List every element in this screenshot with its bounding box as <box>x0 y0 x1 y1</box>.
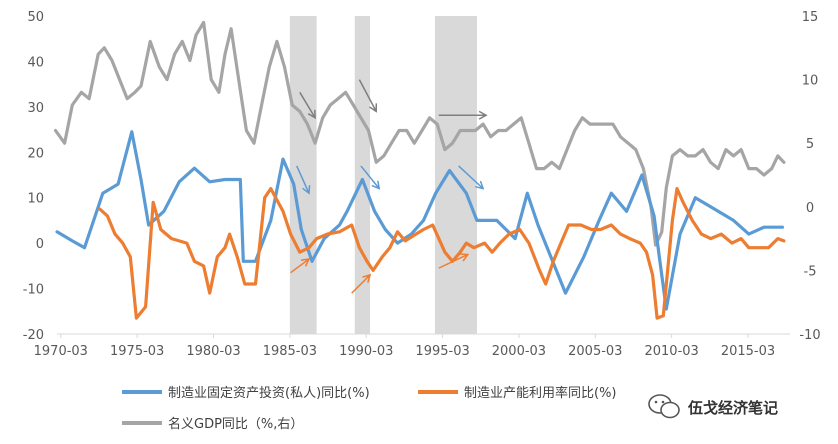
annotation-arrow-7 <box>458 165 485 190</box>
x-tick-label: 1970-03 <box>34 344 88 359</box>
shaded-period-0 <box>289 16 317 334</box>
series-line-2 <box>53 20 786 247</box>
watermark-text: 伍戈经济笔记 <box>687 399 778 417</box>
shaded-period-2 <box>434 16 477 334</box>
arrow-head <box>371 180 381 190</box>
shaded-period-1 <box>354 16 371 334</box>
annotation-arrow-8 <box>438 253 470 269</box>
x-tick-label: 1995-03 <box>415 344 469 359</box>
left-tick-label: 50 <box>27 10 44 25</box>
left-tick-label: 30 <box>27 101 44 116</box>
arrow-shaft <box>351 274 371 294</box>
arrow-head <box>307 109 316 120</box>
left-tick-label: 0 <box>36 237 44 252</box>
arrow-head <box>302 185 311 195</box>
arrow-shaft <box>296 165 310 194</box>
right-axis-ticks: 15 10 5 0 -5 -10 <box>799 10 820 343</box>
right-tick-label: 5 <box>806 137 814 152</box>
recession-shading <box>289 16 477 334</box>
legend-label-gdp: 名义GDP同比（%,右） <box>168 416 303 432</box>
chat-bubble-icon <box>648 394 680 419</box>
arrow-head <box>459 253 470 262</box>
x-tick-label: 1985-03 <box>263 344 317 359</box>
legend-label-capacity: 制造业产能利用率同比(%) <box>464 385 617 401</box>
arrow-head <box>478 110 488 120</box>
left-tick-label: 20 <box>27 146 44 161</box>
annotation-arrow-1 <box>296 165 311 195</box>
x-tick-label: 2015-03 <box>721 344 775 359</box>
x-tick-label: 1975-03 <box>110 344 164 359</box>
x-tick-label: 2010-03 <box>644 344 698 359</box>
arrow-shaft <box>360 165 380 190</box>
left-tick-label: 10 <box>27 192 44 207</box>
x-tick-label: 2005-03 <box>568 344 622 359</box>
annotation-arrow-2 <box>290 258 311 274</box>
arrow-head <box>300 258 311 267</box>
series-layer <box>53 20 786 320</box>
left-tick-label: 40 <box>27 55 44 70</box>
left-axis-ticks: 50 40 30 20 10 0 -10 -20 <box>23 10 44 343</box>
right-tick-label: -10 <box>799 328 820 343</box>
legend: 制造业固定资产投资(私人)同比(%) 制造业产能利用率同比(%) 名义GDP同比… <box>122 385 617 432</box>
right-tick-label: 15 <box>802 10 819 25</box>
arrow-head <box>362 273 372 283</box>
arrow-shaft <box>438 253 469 269</box>
left-tick-label: -10 <box>23 283 44 298</box>
arrow-head <box>475 180 485 190</box>
x-axis-ticks: 1970-03 1975-03 1980-03 1985-03 1990-03 1995-… <box>34 334 775 359</box>
annotation-arrow-6 <box>438 110 488 120</box>
legend-label-investment: 制造业固定资产投资(私人)同比(%) <box>168 385 370 401</box>
annotation-arrow-4 <box>360 165 381 190</box>
arrow-shaft <box>358 79 377 112</box>
arrow-shaft <box>290 258 310 274</box>
annotation-arrows <box>290 79 488 294</box>
annotation-arrow-0 <box>299 91 316 120</box>
annotation-arrow-3 <box>358 79 378 113</box>
series-line-1 <box>98 187 786 320</box>
series-line-0 <box>55 130 784 311</box>
x-tick-label: 2000-03 <box>492 344 546 359</box>
watermark: 伍戈经济笔记 <box>636 390 826 424</box>
x-tick-label: 1980-03 <box>186 344 240 359</box>
left-tick-label: -20 <box>23 328 44 343</box>
right-tick-label: 10 <box>802 74 819 89</box>
x-tick-label: 1990-03 <box>339 344 393 359</box>
right-tick-label: -5 <box>804 264 817 279</box>
arrow-head <box>369 103 378 113</box>
right-tick-label: 0 <box>806 201 814 216</box>
annotation-arrow-5 <box>351 273 372 294</box>
arrow-shaft <box>458 165 484 190</box>
arrow-shaft <box>299 91 316 119</box>
